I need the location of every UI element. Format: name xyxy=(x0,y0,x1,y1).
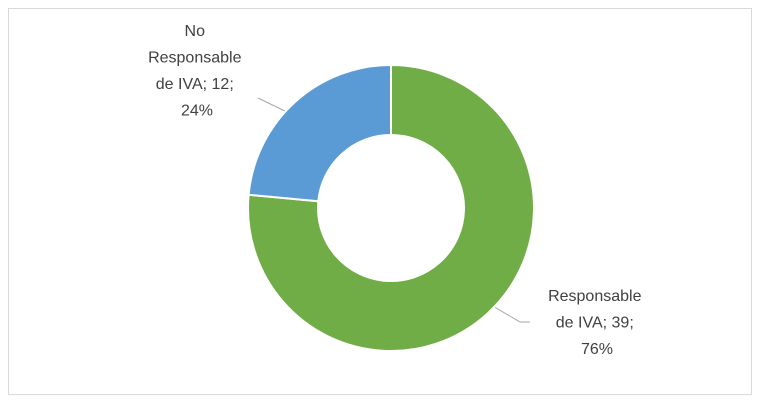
data-label: No Responsable de IVA; 12; 24% xyxy=(148,23,246,120)
donut-slice xyxy=(247,63,392,203)
data-label: Responsable de IVA; 39; 76% xyxy=(548,288,646,358)
donut-slice xyxy=(247,63,535,352)
